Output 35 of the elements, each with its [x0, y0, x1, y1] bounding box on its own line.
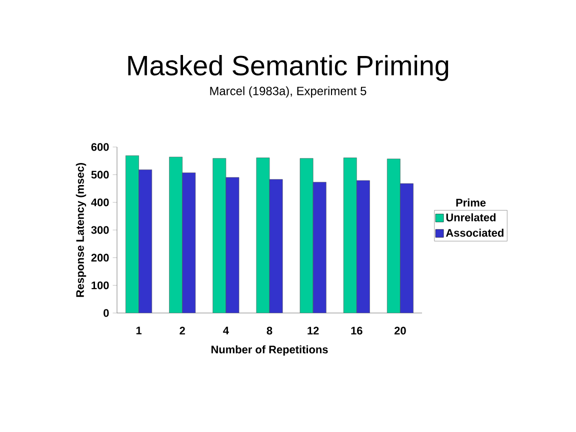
x-tick-label: 2: [180, 326, 185, 334]
x-tick-label: 8: [266, 326, 272, 335]
bar: [256, 158, 270, 313]
legend-title: Prime: [456, 198, 486, 207]
bar: [300, 158, 314, 313]
x-tick-label: 20: [394, 326, 406, 335]
bar: [169, 156, 183, 313]
x-tick-label: 12: [308, 326, 319, 334]
x-tick-label: 4: [223, 326, 229, 334]
x-tick-label: 1: [136, 326, 142, 334]
x-axis-title: Number of Repetitions: [211, 345, 328, 356]
y-tick-label: 300: [91, 226, 109, 234]
x-tick-label: 16: [351, 326, 362, 335]
bar: [343, 158, 357, 313]
bar: [400, 183, 414, 313]
y-axis-title: Response Latency (msec): [76, 162, 86, 297]
y-tick-label: 100: [92, 281, 109, 290]
bar: [387, 158, 400, 313]
bar: [312, 182, 326, 313]
y-tick-label: 0: [104, 309, 109, 317]
y-tick-label: 200: [91, 254, 109, 262]
legend-label: Unrelated: [446, 213, 496, 222]
bar: [226, 177, 240, 313]
bar: [182, 172, 196, 313]
y-tick-label: 500: [91, 170, 109, 179]
bar: [126, 155, 139, 313]
chart-subtitle: Marcel (1983a), Experiment 5: [210, 86, 366, 98]
bar: [212, 158, 226, 313]
y-tick-label: 400: [91, 198, 109, 206]
chart-title: Masked Semantic Priming: [128, 55, 448, 81]
bar: [356, 180, 370, 313]
legend-label: Associated: [446, 228, 504, 237]
y-tick-label: 600: [91, 143, 109, 151]
bar: [138, 170, 152, 313]
bar: [269, 179, 283, 313]
